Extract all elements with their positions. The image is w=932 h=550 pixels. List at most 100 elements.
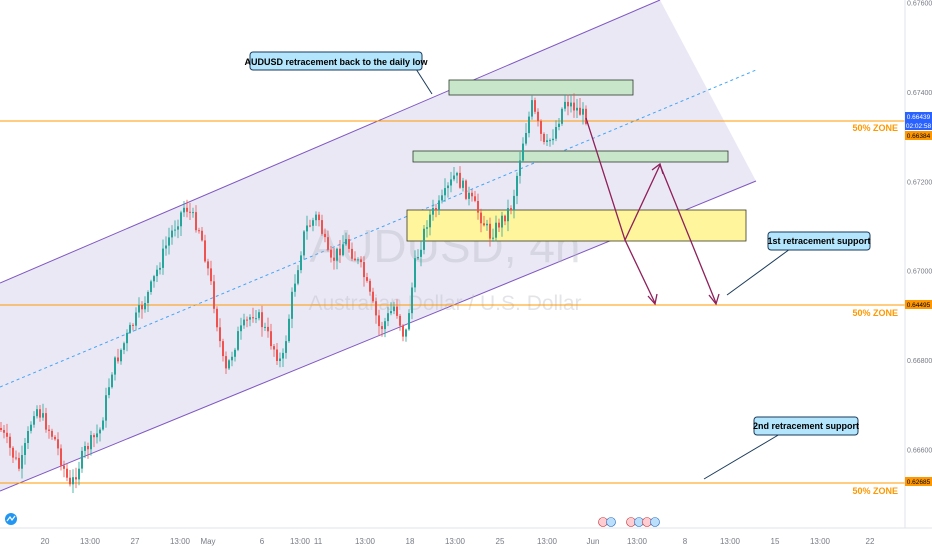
candle-body bbox=[30, 424, 32, 431]
candle-body bbox=[396, 306, 398, 316]
candle-body bbox=[516, 175, 518, 196]
candle-body bbox=[456, 172, 458, 176]
time-tick-label: 13:00 bbox=[355, 537, 376, 546]
candle-body bbox=[525, 133, 527, 144]
callout-2nd-support[interactable]: 2nd retracement support bbox=[703, 416, 859, 480]
time-tick-label: 13:00 bbox=[170, 537, 191, 546]
candle-body bbox=[585, 108, 587, 124]
candle-body bbox=[99, 429, 101, 434]
candle-body bbox=[378, 315, 380, 327]
candle-body bbox=[546, 140, 548, 142]
candle-body bbox=[90, 435, 92, 450]
level-label-top: 50% ZONE bbox=[852, 123, 898, 133]
candle-body bbox=[444, 188, 446, 196]
arrow-heads bbox=[647, 162, 720, 306]
callout-pointer bbox=[703, 433, 781, 480]
candle-body bbox=[66, 468, 68, 478]
candle-body bbox=[285, 341, 287, 353]
candle-body bbox=[270, 331, 272, 347]
candle-body bbox=[150, 281, 152, 292]
time-tick-label: 8 bbox=[683, 537, 688, 546]
candle-body bbox=[111, 374, 113, 388]
candle-body bbox=[402, 325, 404, 337]
event-flags[interactable] bbox=[598, 517, 660, 527]
candle-body bbox=[45, 413, 47, 430]
candle-body bbox=[300, 255, 302, 271]
candle-body bbox=[483, 223, 485, 226]
candle-body bbox=[213, 281, 215, 309]
callout-text: 1st retracement support bbox=[767, 236, 870, 246]
countdown-tag bbox=[905, 121, 932, 130]
event-flag-icon[interactable] bbox=[626, 517, 636, 527]
event-flag-icon[interactable] bbox=[598, 517, 608, 527]
candle-body bbox=[168, 237, 170, 246]
candle-body bbox=[363, 262, 365, 278]
candle-body bbox=[384, 321, 386, 330]
callout-pointer bbox=[726, 248, 791, 296]
candle-body bbox=[441, 195, 443, 201]
callout-1st-support[interactable]: 1st retracement support bbox=[726, 231, 871, 296]
candle-body bbox=[522, 143, 524, 161]
candle-body bbox=[465, 180, 467, 199]
candle-body bbox=[543, 133, 545, 142]
candle-body bbox=[264, 326, 266, 328]
candle-body bbox=[267, 326, 269, 332]
candle-body bbox=[57, 439, 59, 449]
candle-body bbox=[6, 432, 8, 437]
candle-body bbox=[318, 214, 320, 221]
tradingview-logo-icon[interactable] bbox=[5, 513, 17, 525]
candle-body bbox=[333, 257, 335, 261]
price-axis[interactable] bbox=[905, 0, 932, 528]
candle-body bbox=[18, 457, 20, 469]
candle-body bbox=[435, 208, 437, 211]
candle-body bbox=[222, 341, 224, 357]
candle-body bbox=[510, 208, 512, 211]
candle-body bbox=[156, 269, 158, 277]
candle-body bbox=[564, 101, 566, 109]
candle-body bbox=[336, 248, 338, 261]
candle-body bbox=[576, 107, 578, 111]
support-zone-yellow[interactable] bbox=[406, 209, 747, 242]
candle-body bbox=[177, 226, 179, 230]
candle-body bbox=[303, 231, 305, 256]
candle-body bbox=[135, 312, 137, 326]
time-tick-label: 13:00 bbox=[720, 537, 741, 546]
candle-body bbox=[216, 308, 218, 328]
candle-body bbox=[459, 172, 461, 188]
candle-body bbox=[423, 228, 425, 250]
candle-body bbox=[297, 270, 299, 284]
channel-midline[interactable] bbox=[0, 69, 757, 388]
price-tick-label: 0.66800 bbox=[907, 358, 932, 365]
candle-body bbox=[9, 436, 11, 448]
candle-body bbox=[534, 100, 536, 112]
candle-body bbox=[210, 268, 212, 282]
event-flag-icon[interactable] bbox=[642, 517, 652, 527]
candle-body bbox=[120, 349, 122, 362]
candle-body bbox=[153, 276, 155, 282]
candle-body bbox=[201, 230, 203, 241]
event-flag-icon[interactable] bbox=[650, 517, 660, 527]
candle-body bbox=[405, 329, 407, 337]
candle-body bbox=[432, 208, 434, 215]
candle-body bbox=[69, 477, 71, 485]
candle-body bbox=[219, 327, 221, 342]
channel-upper-line[interactable] bbox=[0, 0, 661, 284]
support-zone-middle[interactable] bbox=[412, 150, 729, 163]
candle-body bbox=[141, 305, 143, 310]
candle-body bbox=[354, 258, 356, 261]
time-axis[interactable] bbox=[0, 528, 932, 550]
event-flag-icon[interactable] bbox=[634, 517, 644, 527]
supply-zone-upper[interactable] bbox=[448, 79, 634, 96]
candle-body bbox=[183, 207, 185, 213]
candle-body bbox=[369, 280, 371, 292]
time-tick-label: Jun bbox=[587, 537, 600, 546]
event-flag-icon[interactable] bbox=[606, 517, 616, 527]
last-price-label: 0.66439 bbox=[907, 114, 931, 121]
callout-box bbox=[249, 51, 423, 71]
last-price-tag bbox=[905, 112, 932, 121]
symbol-description-watermark: Australian Dollar / U.S. Dollar bbox=[308, 292, 581, 315]
candle-body bbox=[237, 331, 239, 350]
callout-daily-low[interactable]: AUDUSD retracement back to the daily low bbox=[244, 51, 433, 95]
candle-body bbox=[339, 248, 341, 256]
